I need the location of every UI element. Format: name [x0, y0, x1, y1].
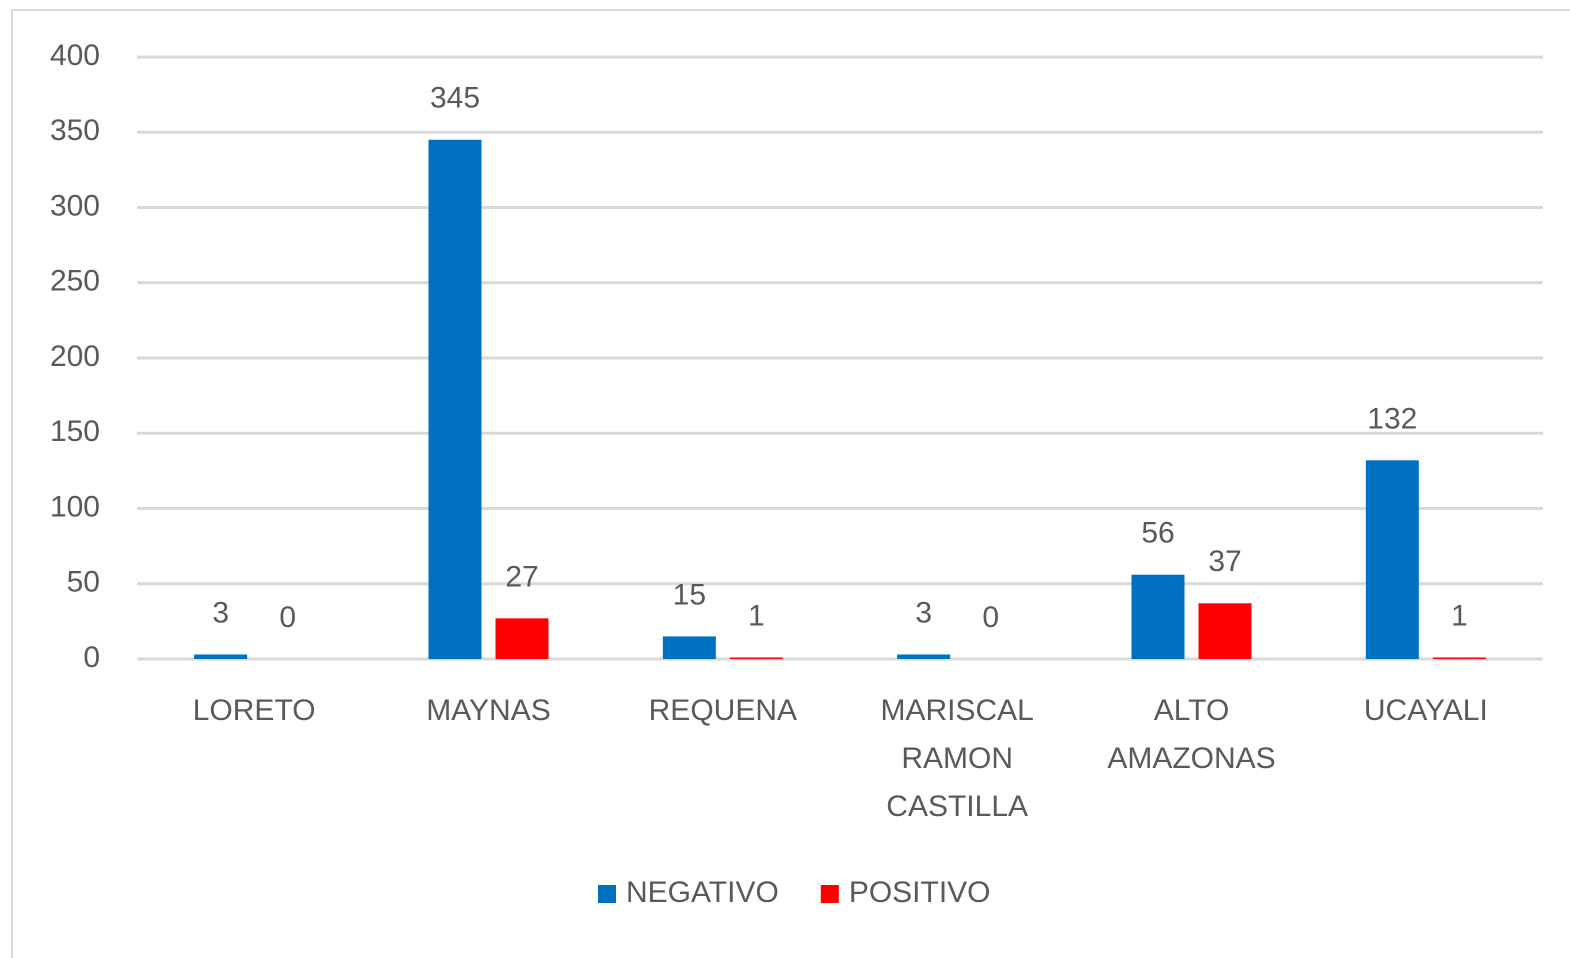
bar — [1365, 460, 1419, 659]
bar — [1432, 657, 1486, 659]
x-tick-label: UCAYALI — [1364, 694, 1488, 727]
data-label: 1 — [1451, 599, 1468, 632]
y-tick-label: 400 — [50, 39, 100, 72]
y-tick-label: 300 — [50, 189, 100, 222]
data-label: 37 — [1208, 545, 1241, 578]
data-label: 1 — [748, 599, 765, 632]
data-label: 0 — [982, 601, 999, 634]
data-label: 0 — [279, 601, 296, 634]
x-tick-label: REQUENA — [649, 694, 797, 727]
data-label: 3 — [915, 596, 932, 629]
y-tick-label: 200 — [50, 340, 100, 373]
y-tick-label: 0 — [83, 641, 100, 674]
chart-frame — [11, 9, 1570, 958]
x-tick-label: LORETO — [193, 694, 316, 727]
data-label: 3 — [212, 596, 229, 629]
data-label: 27 — [505, 560, 538, 593]
data-label: 132 — [1367, 402, 1417, 435]
data-label: 56 — [1141, 517, 1174, 550]
bar — [1131, 574, 1185, 659]
bar — [897, 654, 951, 659]
legend-swatch — [598, 885, 616, 903]
x-tick-label: MAYNAS — [426, 694, 550, 727]
data-label: 345 — [430, 82, 480, 115]
x-tick-label: MARISCAL RAMON CASTILLA — [880, 694, 1033, 823]
bar — [495, 618, 549, 659]
bar — [194, 654, 248, 659]
y-tick-label: 100 — [50, 490, 100, 523]
data-label: 15 — [673, 578, 706, 611]
bar — [729, 657, 783, 659]
legend-label: NEGATIVO — [626, 876, 779, 909]
x-tick-label: ALTO AMAZONAS — [1107, 694, 1275, 775]
bar — [1198, 603, 1252, 659]
y-tick-label: 250 — [50, 265, 100, 298]
legend-label: POSITIVO — [849, 876, 991, 909]
legend-swatch — [820, 885, 839, 903]
bar — [662, 636, 716, 659]
bar — [428, 139, 482, 659]
y-tick-label: 50 — [67, 566, 100, 599]
y-tick-label: 350 — [50, 114, 100, 147]
y-tick-label: 150 — [50, 415, 100, 448]
